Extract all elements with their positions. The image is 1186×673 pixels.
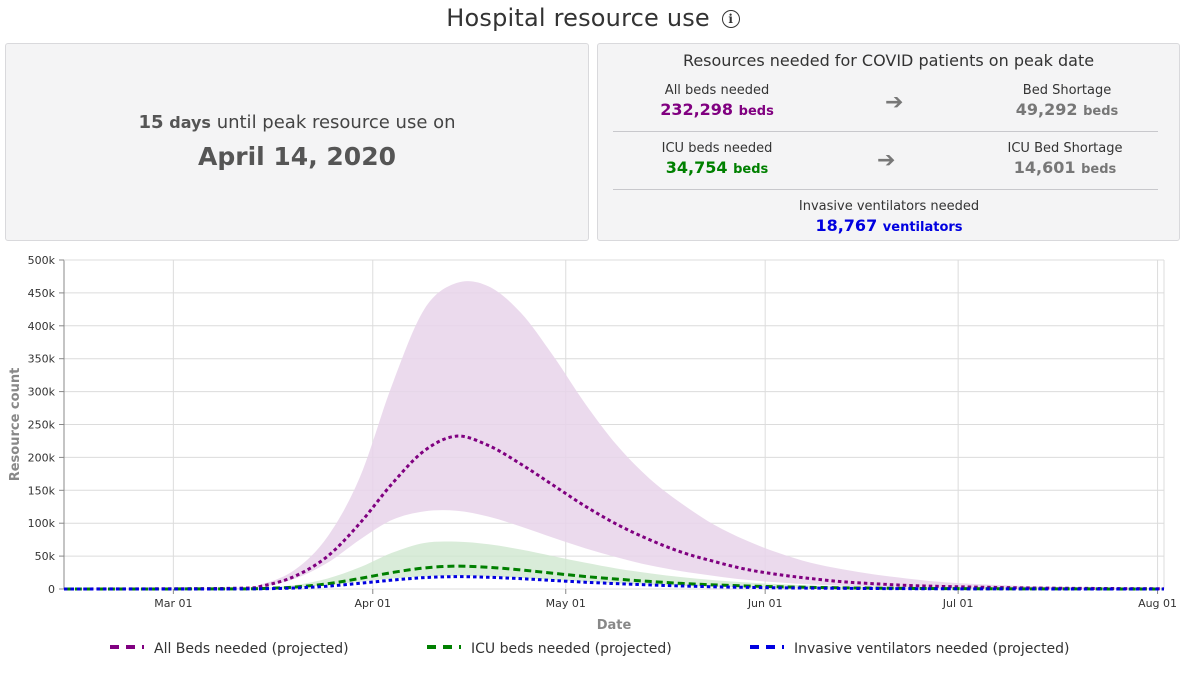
resources-card: Resources needed for COVID patients on p…: [597, 43, 1180, 241]
x-tick-label: May 01: [546, 597, 586, 610]
y-tick-label: 50k: [35, 550, 56, 563]
page-title: Hospital resource use i: [0, 4, 1186, 32]
icu-shortage-label: ICU Bed Shortage: [1007, 141, 1123, 156]
x-tick-label: Mar 01: [154, 597, 192, 610]
legend-swatch-ventilators: [750, 645, 784, 649]
days-number: 15: [138, 112, 164, 133]
legend-item-ventilators[interactable]: Invasive ventilators needed (projected): [750, 641, 1070, 657]
arrow-right-icon: ➔: [877, 148, 896, 173]
days-unit: days: [169, 113, 211, 132]
peak-date-card: 15 days until peak resource use on April…: [5, 43, 589, 241]
y-tick-label: 450k: [28, 287, 56, 300]
ventilators-label: Invasive ventilators needed: [798, 199, 980, 214]
all-beds-value: 232,298 beds: [660, 100, 774, 119]
divider: [613, 189, 1158, 190]
y-tick-label: 250k: [28, 419, 56, 432]
all-beds-label: All beds needed: [664, 83, 770, 98]
icu-beds-line: [63, 564, 1165, 591]
y-tick-label: 350k: [28, 353, 56, 366]
arrow-right-icon: ➔: [885, 90, 904, 115]
legend-swatch-icu-beds: [427, 645, 461, 649]
legend-label-icu-beds: ICU beds needed (projected): [471, 641, 672, 657]
x-tick-label: Aug 01: [1138, 597, 1177, 610]
icu-beds-value: 34,754 beds: [665, 158, 769, 177]
ventilators-cell: Invasive ventilators needed 18,767 venti…: [744, 199, 1034, 235]
resources-title: Resources needed for COVID patients on p…: [682, 51, 1095, 70]
peak-date: April 14, 2020: [198, 142, 396, 171]
legend-swatch-all-beds: [110, 645, 144, 649]
bed-shortage-value: 49,292 beds: [1015, 100, 1119, 119]
x-tick-label: Apr 01: [355, 597, 392, 610]
y-tick-label: 150k: [28, 484, 56, 497]
y-tick-label: 500k: [28, 254, 56, 267]
x-tick-label: Jun 01: [747, 597, 783, 610]
x-tick-label: Jul 01: [942, 597, 974, 610]
bed-shortage-label: Bed Shortage: [1022, 83, 1112, 98]
y-tick-label: 100k: [28, 517, 56, 530]
days-until-peak: 15 days until peak resource use on: [6, 112, 588, 133]
ventilators-value: 18,767 ventilators: [815, 216, 963, 235]
y-tick-label: 300k: [28, 386, 56, 399]
resource-chart: 0 50k 100k 150k 200k 250k 300k 350k 400k 450k 500k…: [8, 254, 1177, 633]
days-text: until peak resource use on: [216, 112, 456, 133]
icu-beds-label: ICU beds needed: [661, 141, 773, 156]
legend-label-all-beds: All Beds needed (projected): [154, 641, 349, 657]
info-icon[interactable]: i: [721, 10, 740, 28]
icu-shortage-value: 14,601 beds: [1013, 158, 1117, 177]
x-axis-label: Date: [597, 618, 632, 633]
legend-item-all-beds[interactable]: All Beds needed (projected): [110, 641, 349, 657]
page-title-text: Hospital resource use: [446, 4, 710, 32]
divider: [613, 131, 1158, 132]
all-beds-confidence-band: [64, 281, 1164, 589]
icu-beds-cell: ICU beds needed 34,754 beds: [607, 141, 827, 177]
all-beds-line: [63, 434, 1165, 591]
legend-item-icu-beds[interactable]: ICU beds needed (projected): [427, 641, 672, 657]
y-axis-label: Resource count: [8, 368, 23, 482]
y-tick-label: 0: [48, 583, 55, 596]
legend-label-ventilators: Invasive ventilators needed (projected): [794, 641, 1070, 657]
bed-shortage-cell: Bed Shortage 49,292 beds: [957, 83, 1177, 119]
y-tick-label: 400k: [28, 320, 56, 333]
all-beds-cell: All beds needed 232,298 beds: [607, 83, 827, 119]
ventilators-line: [63, 575, 1165, 591]
icu-beds-confidence-band: [64, 541, 1164, 589]
y-tick-label: 200k: [28, 451, 56, 464]
icu-shortage-cell: ICU Bed Shortage 14,601 beds: [955, 141, 1175, 177]
